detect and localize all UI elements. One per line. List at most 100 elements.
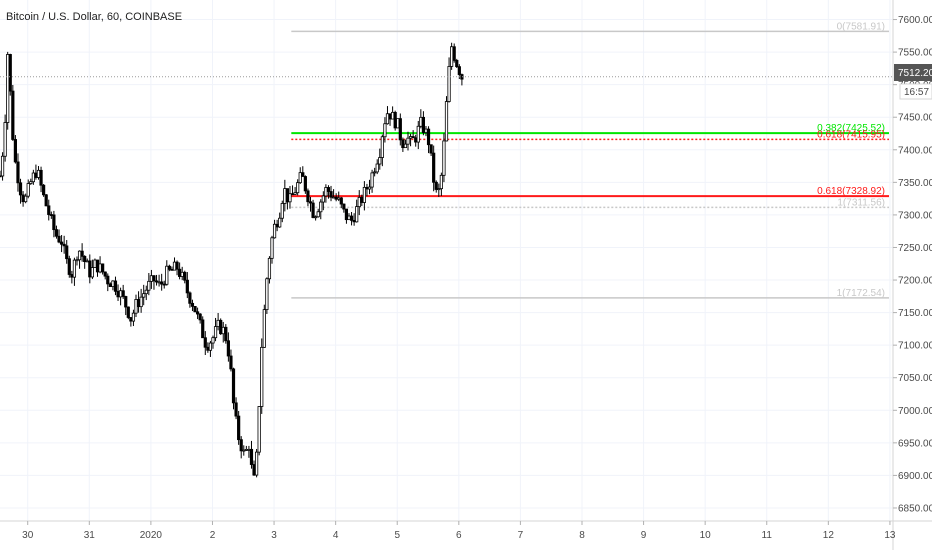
candle-body (24, 195, 28, 203)
candle-body (288, 193, 292, 203)
time-tick-label: 7 (518, 530, 524, 541)
candle (432, 145, 436, 192)
candle-body (113, 280, 118, 292)
candle (355, 199, 359, 223)
candle-body (175, 261, 179, 270)
candle (239, 436, 243, 459)
candle-body (188, 292, 192, 304)
candle (152, 275, 156, 290)
candle (47, 199, 51, 221)
candle-body (242, 449, 246, 452)
candle-body (329, 191, 333, 198)
candle (93, 258, 97, 268)
candle-body (375, 163, 379, 173)
fib-level-label: 1(7311.56) (837, 197, 885, 208)
candle (80, 243, 84, 262)
candle (13, 135, 17, 164)
candle (154, 274, 159, 286)
candle-body (457, 66, 461, 75)
candle (90, 259, 94, 280)
candle (450, 42, 454, 70)
price-axis[interactable]: 6850.00 6900.00 6950.00 7000.00 7050.00 7100.… (893, 15, 932, 514)
candle-body (316, 211, 320, 218)
price-tick-label: 6900.00 (898, 471, 932, 482)
candle (59, 235, 64, 253)
fib-level-label: 0.618(7328.92) (817, 186, 885, 197)
time-axis[interactable]: 30 31 2020 2 3 4 5 6 7 8 9 10 11 12 13 (22, 521, 896, 541)
candle-body (229, 355, 233, 370)
candle-body (416, 125, 420, 143)
candle-body (352, 219, 356, 223)
candle-body (442, 140, 446, 176)
candle-body (39, 169, 43, 186)
candle-body (95, 259, 100, 273)
candle-body (36, 169, 41, 178)
symbol-title: Bitcoin / U.S. Dollar, 60, COINBASE (6, 11, 182, 23)
candle-body (339, 197, 343, 205)
candle-body (432, 152, 436, 183)
candle-body (334, 196, 338, 200)
price-tick-label: 7350.00 (898, 178, 932, 189)
candle (234, 397, 238, 420)
candle (113, 276, 118, 296)
candle-body (126, 306, 130, 318)
candle-body (154, 280, 159, 283)
last-price-badge (894, 64, 932, 81)
candle-body (26, 183, 30, 197)
candle-body (408, 136, 413, 139)
candle (126, 306, 130, 320)
candle (224, 324, 228, 344)
candle-body (208, 342, 213, 351)
candle-body (260, 346, 264, 407)
candle-body (124, 296, 128, 308)
candle-body (165, 265, 169, 285)
candle-body (93, 259, 97, 268)
candle-body (142, 293, 146, 298)
candle (262, 304, 266, 348)
candle (296, 179, 300, 196)
candle-body (450, 46, 454, 67)
candle-body (213, 326, 218, 339)
candle (326, 185, 331, 199)
candle-body (324, 187, 328, 197)
bar-countdown: 16:57 (904, 87, 929, 98)
candle-body (157, 281, 161, 284)
candle (213, 317, 218, 342)
candle (131, 309, 136, 327)
candle (306, 188, 310, 207)
candle-body (31, 172, 35, 183)
candle (198, 313, 202, 324)
candle (165, 260, 169, 286)
candle-body (398, 118, 402, 141)
candle-body (296, 182, 300, 194)
price-tick-label: 7400.00 (898, 145, 932, 156)
fibonacci-retracement[interactable]: 0(7581.91) 0.382(7425.52)0.618(7415.95) 0.… (291, 21, 889, 299)
candle-body (275, 223, 279, 228)
candle-body (444, 101, 449, 142)
price-tick-label: 7450.00 (898, 113, 932, 124)
candle (147, 273, 151, 296)
candle (167, 264, 171, 272)
price-tick-label: 7550.00 (898, 48, 932, 59)
candle (26, 179, 30, 199)
candle (272, 219, 277, 239)
candle-body (385, 113, 390, 125)
candle (175, 260, 179, 276)
candle (265, 277, 269, 315)
candle (434, 180, 438, 193)
candle (65, 240, 69, 264)
candle-body (406, 137, 410, 145)
candle-body (216, 319, 220, 327)
candle-body (21, 194, 25, 203)
price-tick-label: 7200.00 (898, 276, 932, 287)
candle (373, 167, 377, 177)
candle-body (306, 190, 310, 203)
candle-body (160, 281, 164, 285)
candle-body (83, 255, 87, 262)
candle-body (180, 271, 184, 277)
candle-body (360, 196, 364, 203)
candle-body (401, 139, 405, 149)
candle (460, 73, 464, 86)
